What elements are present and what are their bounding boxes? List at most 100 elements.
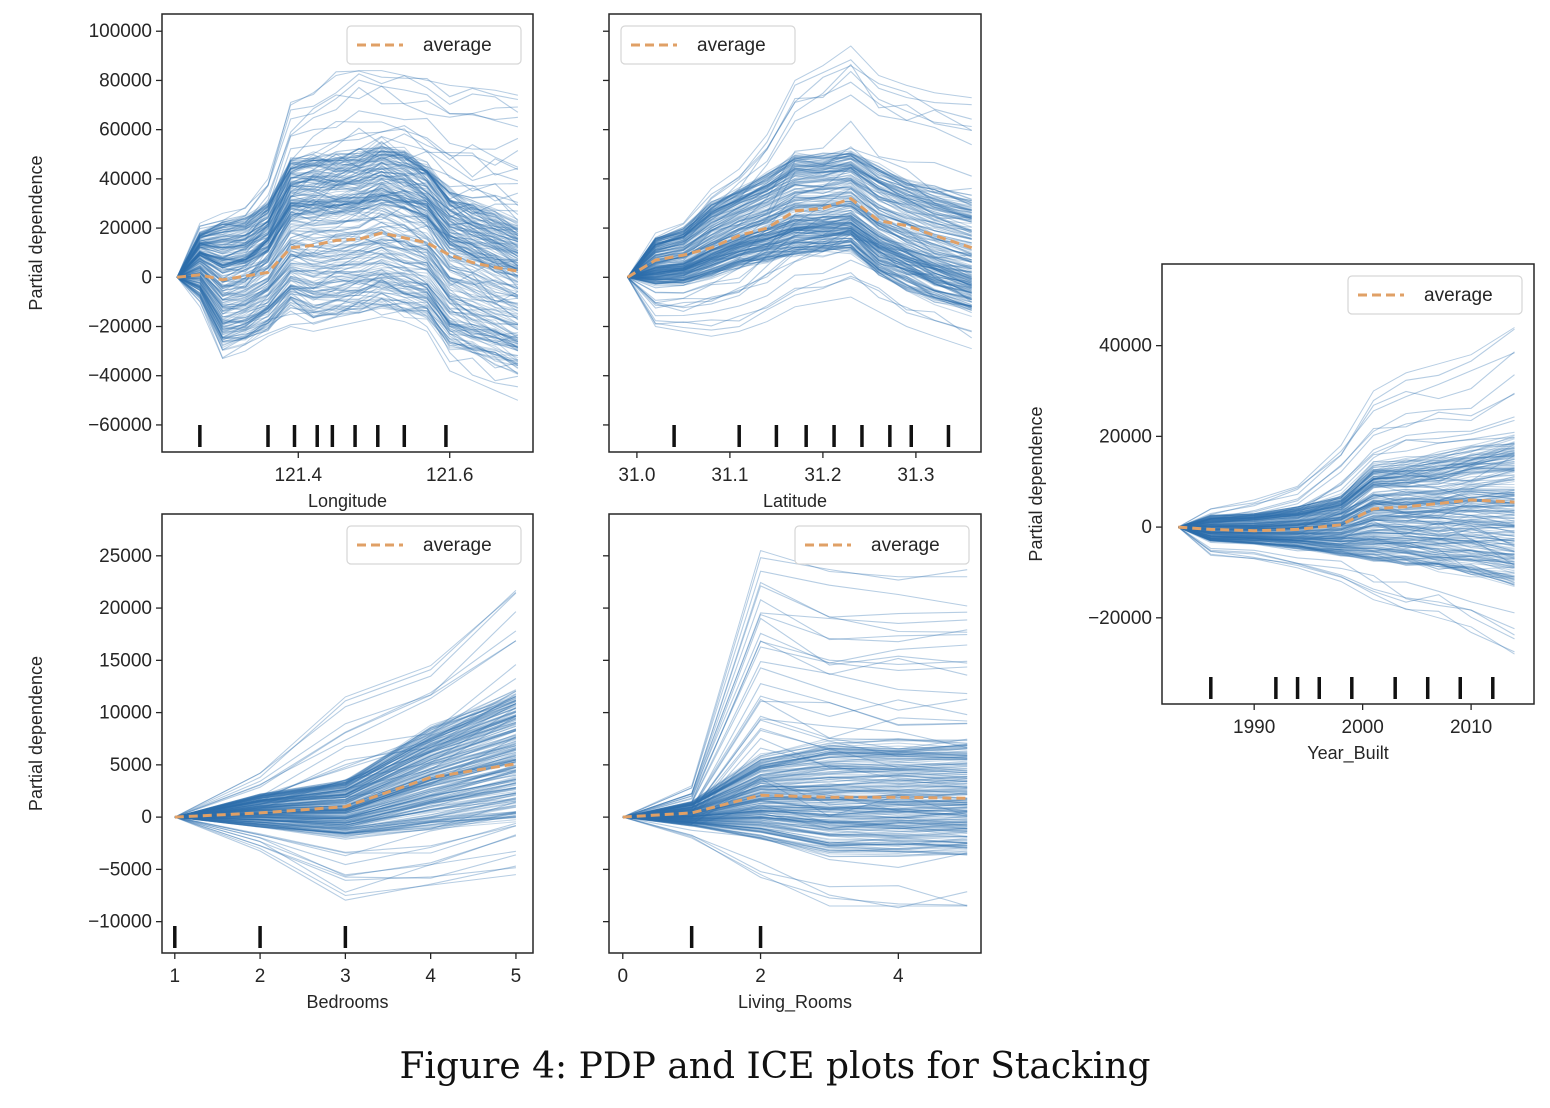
- ice-line: [174, 759, 517, 818]
- ice-line: [176, 163, 519, 278]
- ice-line: [1178, 526, 1515, 553]
- ice-envelope-upper: [1178, 327, 1515, 528]
- y-tick-label: 0: [141, 267, 152, 288]
- ice-line: [622, 782, 968, 825]
- y-tick-label: 60000: [99, 120, 152, 141]
- ice-line: [174, 792, 517, 826]
- ice-line: [627, 239, 972, 293]
- ice-line: [627, 223, 972, 285]
- ice-line: [1178, 526, 1515, 567]
- ice-line: [627, 242, 972, 303]
- y-tick-label: 25000: [99, 546, 152, 567]
- ice-line: [1178, 469, 1515, 528]
- ice-line: [1178, 447, 1515, 528]
- ice-line: [176, 181, 519, 278]
- ice-line: [174, 715, 517, 818]
- ice-line: [177, 246, 519, 331]
- ice-line: [177, 252, 519, 325]
- ice-line: [174, 728, 517, 818]
- ice-line: [622, 771, 968, 818]
- ice-line: [1178, 488, 1515, 528]
- ice-line: [1178, 526, 1515, 555]
- ice-line: [174, 812, 516, 831]
- ice-line: [622, 816, 968, 844]
- ice-line: [174, 815, 516, 834]
- ice-line: [176, 183, 519, 278]
- ice-line: [1178, 526, 1515, 559]
- ice-line: [1178, 481, 1515, 532]
- ice-line: [1178, 501, 1515, 529]
- ice-line: [176, 178, 519, 278]
- ice-line: [627, 146, 972, 278]
- ice-line: [627, 170, 972, 278]
- x-axis-label: Longitude: [308, 491, 387, 511]
- ice-line: [627, 186, 972, 278]
- ice-line: [176, 276, 518, 342]
- ice-line: [177, 266, 519, 336]
- ice-line: [622, 816, 968, 849]
- x-tick-label: 1: [170, 966, 181, 987]
- ice-line: [627, 233, 972, 293]
- ice-line: [627, 219, 972, 281]
- ice-line: [622, 813, 968, 826]
- ice-line: [1178, 526, 1515, 580]
- ice-line: [622, 804, 968, 818]
- ice-line: [622, 729, 968, 818]
- ice-line: [174, 711, 517, 818]
- ice-line: [627, 152, 972, 278]
- ice-line: [176, 127, 519, 278]
- ice-line: [176, 128, 519, 278]
- ice-line: [174, 800, 516, 829]
- ice-line: [176, 161, 519, 278]
- ice-line: [622, 751, 968, 818]
- ice-line: [622, 772, 968, 818]
- ice-line: [1178, 526, 1515, 563]
- ice-line: [176, 235, 519, 309]
- ice-line: [174, 723, 517, 818]
- ice-line: [1178, 526, 1515, 549]
- y-tick-label: 0: [1141, 517, 1152, 538]
- ice-line: [622, 816, 968, 830]
- ice-line: [176, 276, 519, 382]
- ice-line: [174, 738, 517, 818]
- x-tick-label: 4: [425, 966, 436, 987]
- ice-line: [174, 788, 516, 824]
- ice-line: [627, 179, 972, 278]
- ice-line: [174, 715, 517, 818]
- ice-line: [1178, 455, 1515, 528]
- ice-line: [174, 792, 516, 826]
- x-tick-label: 121.4: [275, 465, 323, 486]
- ice-line: [174, 792, 517, 826]
- ice-line: [622, 799, 968, 818]
- ice-line: [622, 796, 968, 818]
- ice-line: [622, 774, 968, 818]
- ice-line: [627, 186, 972, 278]
- ice-line: [627, 231, 972, 295]
- ice-line: [627, 190, 972, 278]
- ice-line: [1178, 526, 1515, 586]
- x-axis-label: Living_Rooms: [738, 992, 852, 1013]
- ice-line: [627, 228, 972, 282]
- ice-line: [176, 195, 519, 278]
- ice-line: [174, 702, 517, 818]
- x-axis-label: Latitude: [763, 491, 827, 511]
- ice-line: [622, 809, 968, 818]
- ice-line: [174, 728, 517, 818]
- ice-line: [1178, 526, 1515, 581]
- y-tick-label: 20000: [99, 218, 152, 239]
- ice-line: [176, 276, 519, 357]
- average-line-longitude: [176, 231, 519, 282]
- ice-line: [622, 816, 968, 845]
- ice-line: [1178, 526, 1515, 576]
- ice-line: [174, 816, 517, 877]
- ice-line: [627, 169, 972, 278]
- ice-line: [174, 748, 517, 818]
- ice-line: [622, 816, 968, 824]
- ice-line: [1178, 492, 1515, 528]
- y-axis-label: Partial dependence: [1026, 406, 1046, 561]
- ice-line: [627, 222, 972, 280]
- ice-line: [627, 205, 972, 294]
- ice-line: [622, 810, 968, 819]
- ice-line: [622, 763, 968, 818]
- ice-line: [174, 805, 516, 835]
